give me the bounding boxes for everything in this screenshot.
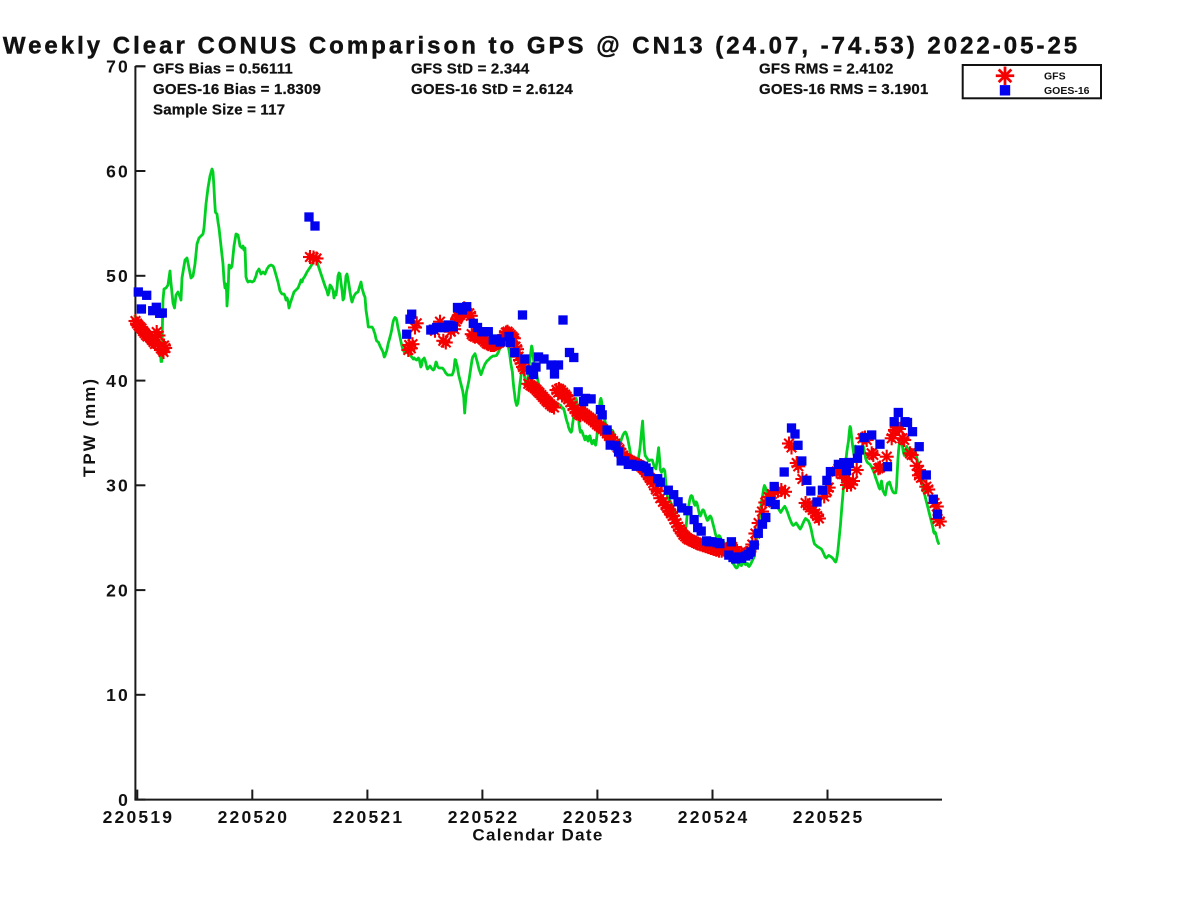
svg-text:220520: 220520 [218,807,290,827]
svg-text:220524: 220524 [678,807,750,827]
svg-text:60: 60 [106,161,130,181]
svg-text:220523: 220523 [563,807,635,827]
svg-text:220521: 220521 [333,807,405,827]
svg-text:GOES-16: GOES-16 [1044,85,1090,97]
svg-text:220522: 220522 [448,807,520,827]
svg-text:30: 30 [106,476,130,496]
svg-text:50: 50 [106,266,130,286]
svg-text:GFS StD = 2.344: GFS StD = 2.344 [411,61,530,78]
svg-text:Sample Size = 117: Sample Size = 117 [153,102,285,119]
svg-text:Weekly Clear CONUS Comparison: Weekly Clear CONUS Comparison to GPS @ C… [3,33,1080,60]
svg-text:GFS Bias = 0.56111: GFS Bias = 0.56111 [153,61,293,78]
svg-text:GOES-16 StD = 2.6124: GOES-16 StD = 2.6124 [411,81,573,98]
svg-text:10: 10 [106,685,130,705]
svg-text:70: 70 [106,57,130,77]
svg-text:220525: 220525 [793,807,865,827]
svg-text:GFS RMS = 2.4102: GFS RMS = 2.4102 [759,61,894,78]
svg-text:40: 40 [106,371,130,391]
svg-text:20: 20 [106,581,130,601]
svg-text:GOES-16 Bias = 1.8309: GOES-16 Bias = 1.8309 [153,81,321,98]
svg-text:0: 0 [118,790,130,810]
svg-text:220519: 220519 [103,807,175,827]
svg-text:GFS: GFS [1044,71,1066,83]
svg-text:Calendar Date: Calendar Date [472,826,603,845]
svg-text:GOES-16 RMS = 3.1901: GOES-16 RMS = 3.1901 [759,81,929,98]
svg-text:TPW (mm): TPW (mm) [80,377,99,477]
